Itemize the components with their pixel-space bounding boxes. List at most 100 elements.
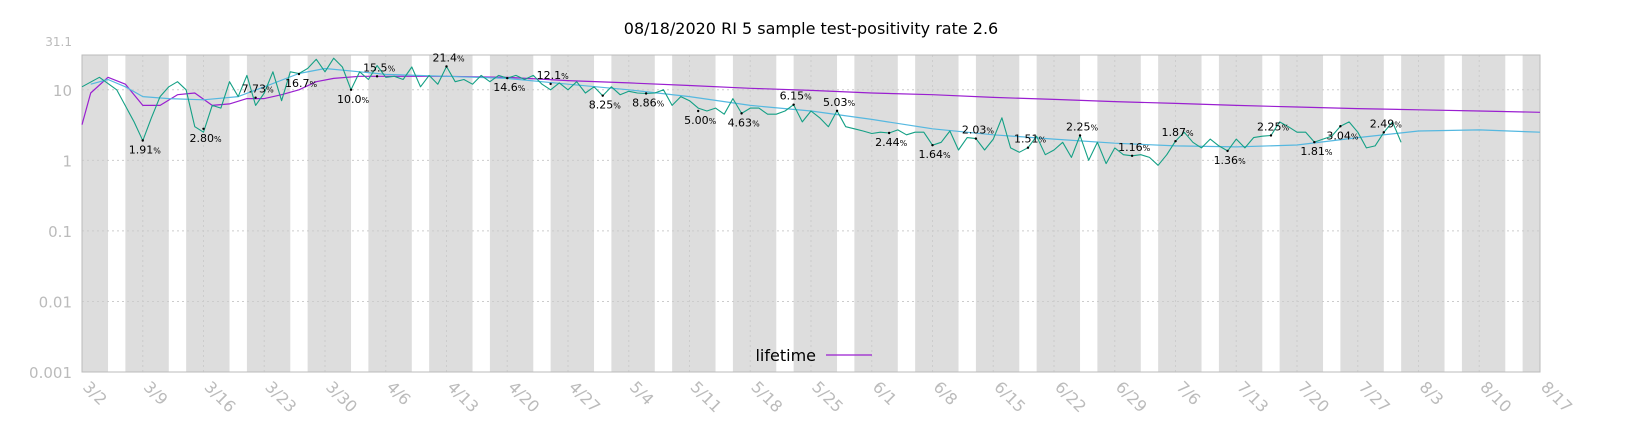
y-tick-label: 10	[53, 82, 72, 100]
weekend-band	[489, 55, 534, 372]
annotation-marker	[1174, 139, 1177, 143]
weekend-band	[1158, 55, 1202, 372]
annotation-label: 3.04%	[1326, 129, 1359, 142]
weekend-band	[307, 55, 352, 372]
x-tick-label: 5/18	[747, 377, 786, 416]
weekend-band	[1522, 55, 1540, 372]
annotation-marker	[644, 92, 648, 95]
annotation-marker	[297, 72, 301, 76]
annotation-marker	[1226, 149, 1229, 153]
annotation-unit: %	[1238, 157, 1246, 166]
annotation-label: 10.0%	[337, 93, 370, 106]
annotations: 1.91% 2.80% 7.73% 16.7% 10.0% 15.5% 21.4% 14.6%…	[129, 51, 1403, 166]
annotation-unit: %	[986, 127, 994, 136]
annotation-label: 1.87%	[1162, 126, 1195, 139]
weekend-band	[975, 55, 1020, 372]
y-tick-label: 0.1	[48, 223, 72, 241]
annotation-label: 2.49%	[1370, 117, 1403, 130]
annotation-unit: %	[214, 135, 222, 144]
x-tick-label: 3/9	[140, 377, 172, 409]
annotation-unit: %	[752, 119, 760, 128]
legend-label-lifetime: lifetime	[755, 346, 816, 365]
annotation-unit: %	[153, 146, 161, 155]
annotation-marker	[792, 103, 795, 106]
legend: lifetime	[755, 346, 872, 365]
weekend-band	[368, 55, 412, 372]
annotation-label: 21.4%	[433, 51, 466, 64]
annotation-marker	[887, 131, 891, 135]
weekend-band	[125, 55, 169, 372]
x-tick-label: 3/16	[201, 377, 240, 416]
annotation-unit: %	[1186, 129, 1194, 138]
annotation-label: 1.81%	[1300, 145, 1333, 158]
annotation-unit: %	[1091, 123, 1099, 132]
annotation-label: 5.00%	[684, 114, 717, 127]
annotation-marker	[141, 139, 144, 142]
annotation-unit: %	[561, 72, 569, 81]
annotation-label: 5.03%	[823, 96, 856, 109]
annotation-unit: %	[804, 93, 812, 102]
annotation-marker	[1130, 154, 1134, 157]
weekend-band	[429, 55, 473, 372]
chart-title: 08/18/2020 RI 5 sample test-positivity r…	[624, 19, 998, 38]
annotation-marker	[506, 76, 509, 80]
annotation-unit: %	[1038, 136, 1046, 145]
weekend-band	[793, 55, 838, 372]
annotation-marker	[375, 75, 379, 78]
x-tick-label: 7/20	[1294, 377, 1333, 416]
annotation-unit: %	[309, 80, 317, 89]
x-tick-label: 6/22	[1051, 377, 1090, 416]
annotation-marker	[202, 127, 205, 130]
x-tick-label: 3/2	[79, 377, 111, 409]
weekend-band	[246, 55, 291, 372]
annotation-label: 16.7%	[285, 77, 318, 90]
x-tick-label: 8/17	[1537, 377, 1576, 416]
y-tick-label: 0.001	[29, 364, 72, 382]
annotation-unit: %	[457, 54, 465, 63]
x-tick-label: 4/20	[504, 377, 543, 416]
x-tick-label: 8/10	[1476, 377, 1515, 416]
annotation-marker	[1382, 131, 1385, 134]
weekend-band	[550, 55, 595, 372]
annotation-label: 15.5%	[363, 61, 396, 74]
x-tick-label: 6/29	[1112, 377, 1151, 416]
annotation-marker	[1313, 140, 1316, 144]
annotation-marker	[1078, 134, 1082, 137]
annotation-marker	[1026, 146, 1030, 149]
annotation-marker	[835, 109, 839, 113]
annotation-label: 1.16%	[1118, 141, 1151, 154]
annotation-label: 6.15%	[780, 90, 813, 103]
annotation-marker	[445, 65, 448, 68]
annotation-marker	[601, 94, 604, 97]
annotation-label: 8.25%	[589, 99, 622, 112]
x-tick-label: 7/27	[1355, 377, 1394, 416]
weekend-band	[732, 55, 777, 372]
annotation-label: 12.1%	[537, 69, 570, 82]
x-tick-label: 4/6	[383, 377, 415, 409]
annotation-label: 1.51%	[1014, 133, 1047, 146]
x-tick-label: 7/6	[1173, 377, 1205, 409]
x-tick-label: 5/4	[626, 377, 658, 409]
annotation-marker	[696, 109, 700, 113]
annotation-unit: %	[848, 99, 856, 108]
annotation-unit: %	[900, 139, 908, 148]
annotation-label: 2.03%	[962, 124, 995, 137]
annotation-marker	[349, 88, 353, 91]
annotation-label: 2.25%	[1257, 120, 1290, 133]
y-tick-label: 1	[62, 152, 72, 170]
daily-line	[81, 57, 1402, 166]
annotation-marker	[549, 82, 552, 86]
weekend-band	[82, 55, 109, 372]
annotation-label: 7.73%	[242, 83, 274, 96]
annotation-marker	[1269, 134, 1273, 137]
weekend-band	[1461, 55, 1506, 372]
annotation-unit: %	[1281, 123, 1289, 132]
annotation-unit: %	[1394, 120, 1402, 129]
annotation-label: 2.44%	[875, 136, 908, 149]
x-tick-label: 6/1	[869, 377, 901, 409]
annotation-marker	[740, 112, 743, 115]
x-tick-label: 4/13	[444, 377, 483, 416]
annotation-unit: %	[362, 96, 370, 105]
weekend-band	[186, 55, 230, 372]
weekend-band	[1218, 55, 1263, 372]
